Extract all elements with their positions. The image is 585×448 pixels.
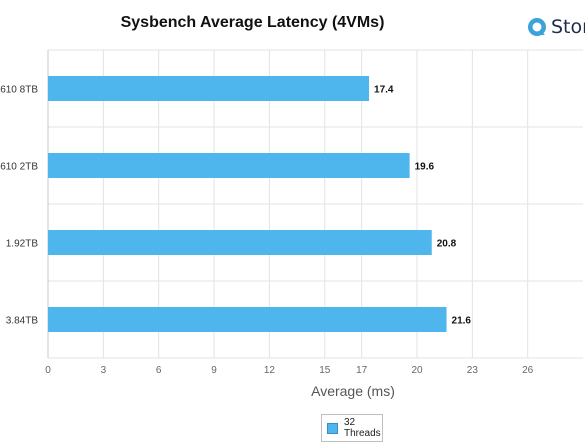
- x-tick-label: 3: [101, 365, 107, 376]
- x-tick-label: 12: [264, 365, 276, 376]
- bar[interactable]: [48, 307, 447, 332]
- bar[interactable]: [48, 153, 410, 178]
- bar[interactable]: [48, 230, 432, 255]
- legend-swatch: [327, 423, 338, 434]
- y-category-label: 610 8TB: [0, 85, 38, 96]
- storagereview-logo-icon: [528, 18, 546, 36]
- x-tick-label: 6: [156, 365, 162, 376]
- data-label: 17.4: [374, 85, 394, 96]
- brand-name: Stor: [551, 16, 585, 38]
- x-tick-label: 20: [411, 365, 423, 376]
- data-label: 19.6: [415, 162, 435, 173]
- x-tick-label: 15: [319, 365, 331, 376]
- data-label: 20.8: [437, 239, 457, 250]
- x-tick-label: 0: [45, 365, 51, 376]
- x-axis-title: Average (ms): [311, 383, 395, 399]
- chart-legend[interactable]: 32 Threads: [321, 414, 383, 442]
- x-tick-label: 23: [467, 365, 479, 376]
- y-category-label: 3.84TB: [6, 316, 39, 327]
- bar[interactable]: [48, 76, 370, 101]
- x-tick-label: 26: [522, 365, 534, 376]
- legend-label: 32 Threads: [344, 417, 381, 439]
- y-category-label: 1.92TB: [6, 239, 39, 250]
- x-tick-label: 9: [211, 365, 217, 376]
- x-tick-label: 17: [356, 365, 368, 376]
- data-label: 21.6: [452, 316, 472, 327]
- chart-title: Sysbench Average Latency (4VMs): [120, 14, 385, 31]
- y-category-label: 610 2TB: [0, 162, 38, 173]
